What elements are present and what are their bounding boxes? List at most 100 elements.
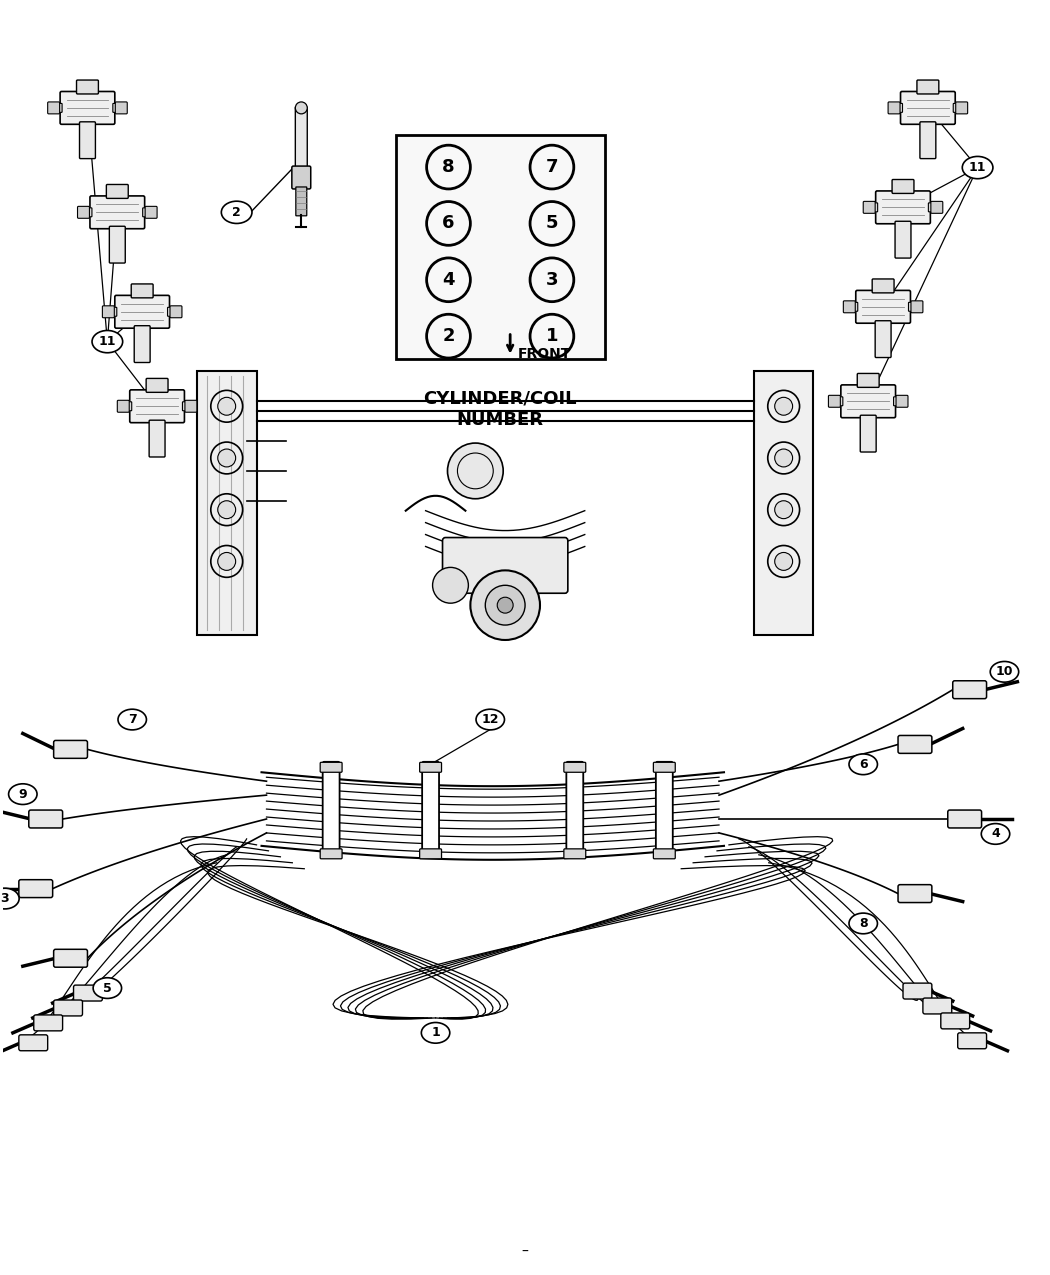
FancyBboxPatch shape [875, 321, 891, 357]
FancyBboxPatch shape [442, 538, 568, 593]
Text: 3: 3 [1, 892, 9, 905]
FancyBboxPatch shape [917, 80, 939, 94]
Circle shape [447, 442, 503, 499]
Ellipse shape [93, 978, 122, 998]
FancyBboxPatch shape [873, 279, 894, 293]
Text: CYLINDER/COIL: CYLINDER/COIL [423, 389, 576, 407]
Text: 11: 11 [969, 161, 986, 175]
FancyBboxPatch shape [898, 885, 931, 903]
Circle shape [217, 449, 235, 467]
FancyBboxPatch shape [923, 998, 951, 1014]
FancyBboxPatch shape [908, 302, 920, 311]
FancyBboxPatch shape [80, 122, 96, 158]
FancyBboxPatch shape [891, 103, 903, 112]
FancyBboxPatch shape [103, 306, 114, 317]
FancyBboxPatch shape [876, 191, 930, 223]
FancyBboxPatch shape [866, 203, 878, 212]
FancyBboxPatch shape [131, 284, 153, 298]
Text: 12: 12 [482, 713, 499, 725]
Text: 10: 10 [995, 666, 1013, 678]
FancyBboxPatch shape [322, 762, 339, 857]
FancyBboxPatch shape [196, 371, 256, 635]
Text: 6: 6 [442, 214, 455, 232]
FancyBboxPatch shape [109, 226, 125, 263]
FancyBboxPatch shape [892, 180, 914, 194]
FancyBboxPatch shape [898, 736, 931, 754]
FancyBboxPatch shape [130, 390, 185, 423]
Ellipse shape [982, 824, 1010, 844]
FancyBboxPatch shape [19, 1035, 47, 1051]
Circle shape [498, 597, 513, 613]
FancyBboxPatch shape [170, 306, 182, 317]
FancyBboxPatch shape [856, 291, 910, 324]
FancyBboxPatch shape [894, 397, 904, 405]
Ellipse shape [8, 784, 37, 805]
FancyBboxPatch shape [420, 849, 442, 859]
Text: 4: 4 [991, 827, 1000, 840]
FancyBboxPatch shape [116, 102, 127, 113]
FancyBboxPatch shape [754, 371, 814, 635]
Ellipse shape [962, 157, 993, 178]
FancyBboxPatch shape [656, 762, 673, 857]
FancyBboxPatch shape [896, 395, 908, 407]
Circle shape [485, 585, 525, 625]
FancyBboxPatch shape [54, 1000, 83, 1016]
Text: 1: 1 [432, 1026, 440, 1039]
FancyBboxPatch shape [78, 207, 89, 218]
FancyBboxPatch shape [903, 983, 931, 1000]
FancyBboxPatch shape [320, 762, 342, 773]
Circle shape [217, 398, 235, 416]
FancyBboxPatch shape [846, 302, 858, 311]
Text: FRONT: FRONT [518, 347, 571, 361]
FancyBboxPatch shape [566, 762, 583, 857]
FancyBboxPatch shape [185, 400, 196, 412]
FancyBboxPatch shape [911, 301, 923, 312]
Ellipse shape [849, 754, 878, 775]
FancyBboxPatch shape [47, 102, 60, 113]
Ellipse shape [118, 709, 146, 729]
FancyBboxPatch shape [888, 102, 900, 113]
Ellipse shape [476, 709, 504, 729]
FancyBboxPatch shape [292, 166, 311, 189]
FancyBboxPatch shape [948, 810, 982, 827]
FancyBboxPatch shape [112, 103, 124, 112]
FancyBboxPatch shape [60, 92, 114, 124]
FancyBboxPatch shape [34, 1015, 63, 1031]
Text: 2: 2 [232, 205, 242, 219]
FancyBboxPatch shape [952, 681, 987, 699]
Text: 5: 5 [103, 982, 111, 994]
FancyBboxPatch shape [653, 849, 675, 859]
FancyBboxPatch shape [114, 296, 169, 328]
FancyBboxPatch shape [920, 122, 936, 158]
FancyBboxPatch shape [183, 402, 193, 411]
FancyBboxPatch shape [81, 208, 92, 217]
FancyBboxPatch shape [928, 203, 940, 212]
FancyBboxPatch shape [74, 986, 103, 1001]
Text: 8: 8 [859, 917, 867, 929]
FancyBboxPatch shape [828, 395, 840, 407]
Ellipse shape [92, 330, 123, 353]
Text: NUMBER: NUMBER [457, 412, 544, 430]
FancyBboxPatch shape [832, 397, 843, 405]
Circle shape [295, 102, 308, 113]
FancyBboxPatch shape [296, 187, 307, 215]
FancyBboxPatch shape [106, 185, 128, 199]
FancyBboxPatch shape [106, 307, 117, 316]
FancyBboxPatch shape [901, 92, 956, 124]
FancyBboxPatch shape [564, 849, 586, 859]
FancyBboxPatch shape [143, 208, 153, 217]
FancyBboxPatch shape [320, 849, 342, 859]
FancyBboxPatch shape [295, 107, 308, 168]
FancyBboxPatch shape [134, 325, 150, 362]
FancyBboxPatch shape [145, 207, 158, 218]
FancyBboxPatch shape [146, 379, 168, 393]
FancyBboxPatch shape [90, 196, 145, 228]
FancyBboxPatch shape [54, 950, 87, 968]
Ellipse shape [222, 201, 252, 223]
Text: 2: 2 [442, 328, 455, 346]
Text: 9: 9 [19, 788, 27, 801]
FancyBboxPatch shape [863, 201, 875, 213]
FancyBboxPatch shape [895, 222, 911, 258]
FancyBboxPatch shape [149, 421, 165, 456]
Circle shape [775, 449, 793, 467]
